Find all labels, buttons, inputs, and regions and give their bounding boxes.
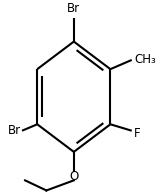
Text: Br: Br [7,124,20,137]
Text: Br: Br [67,2,80,15]
Text: F: F [134,127,141,140]
Text: CH₃: CH₃ [134,52,156,66]
Text: O: O [69,170,78,183]
